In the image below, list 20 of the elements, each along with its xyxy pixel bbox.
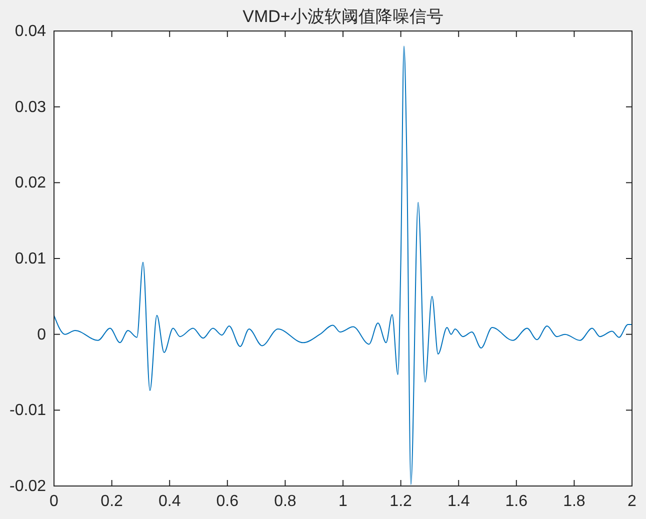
y-tick-label: 0.03 [14, 98, 46, 116]
x-tick-label: 0.6 [216, 493, 239, 510]
x-tick-label: 0.4 [158, 493, 181, 510]
y-tick-label: 0.04 [14, 23, 46, 40]
x-tick-label: 2 [628, 493, 637, 510]
y-tick-label: -0.01 [10, 402, 46, 420]
x-tick-label: 1 [338, 493, 348, 510]
x-tick-label: 0 [50, 493, 59, 510]
x-tick-label: 1.4 [447, 493, 470, 510]
line-series [54, 46, 632, 485]
y-tick-label: 0.02 [14, 174, 46, 192]
x-tick-label: 0.2 [100, 493, 124, 510]
x-tick-label: 0.8 [274, 493, 296, 510]
x-tick-label: 1.8 [563, 493, 586, 510]
x-tick-label: 1.2 [390, 493, 412, 510]
x-tick-label: 1.6 [505, 493, 528, 510]
chart-title: VMD+小波软阈值降噪信号 [242, 7, 444, 26]
y-tick-label: 0 [37, 326, 46, 344]
y-tick-label: -0.02 [10, 478, 46, 495]
y-tick-label: 0.01 [14, 250, 46, 268]
